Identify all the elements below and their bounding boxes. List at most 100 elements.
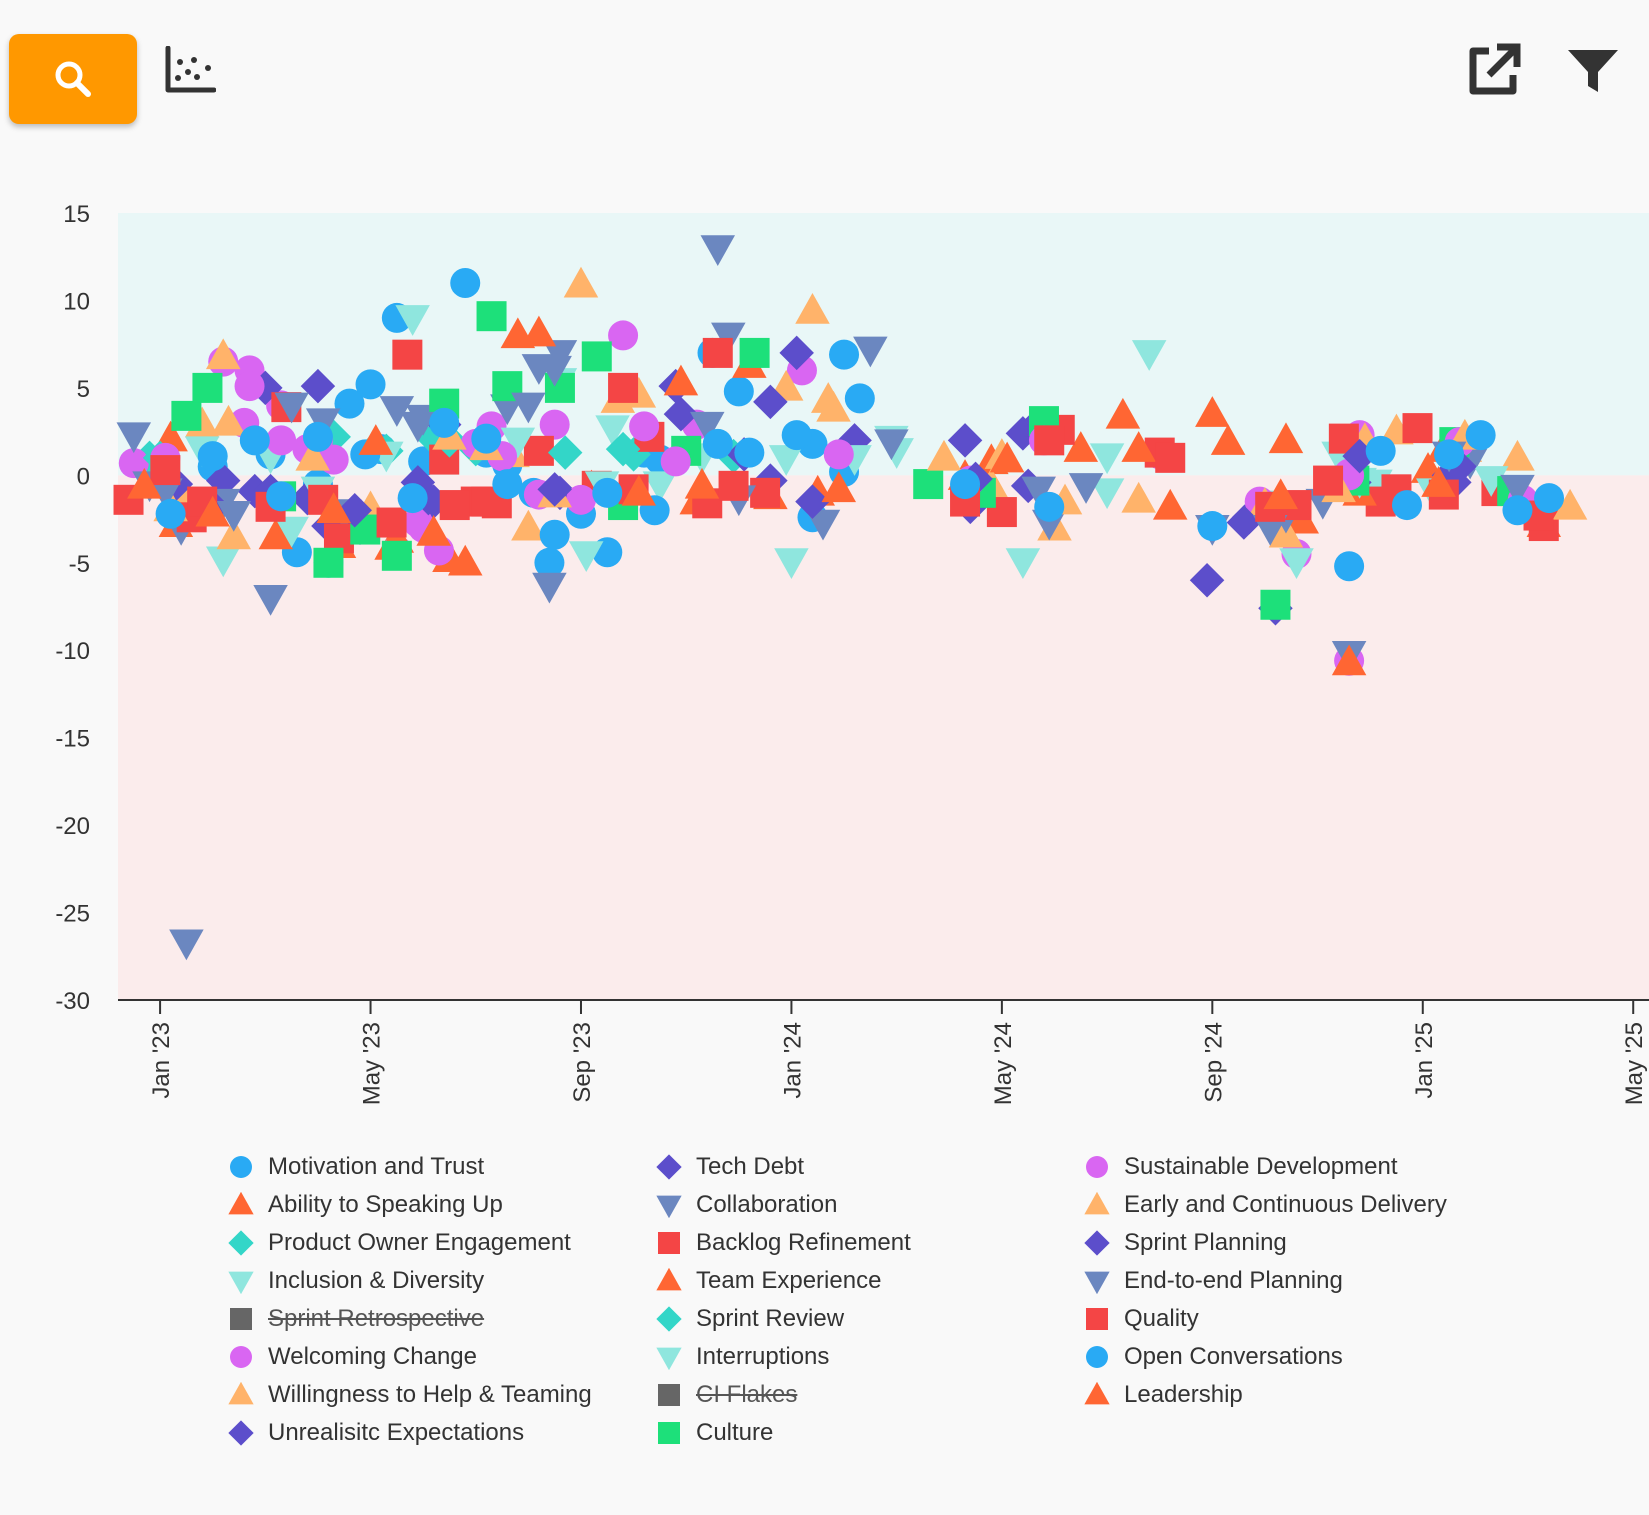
- legend-item-unrealisitc-expectations[interactable]: Unrealisitc Expectations: [228, 1414, 656, 1452]
- point-open-conversations: [1502, 495, 1532, 525]
- legend-item-team-experience[interactable]: Team Experience: [656, 1262, 1084, 1300]
- y-tick-label: -15: [55, 726, 90, 753]
- legend-label: Ability to Speaking Up: [268, 1191, 503, 1219]
- point-open-conversations: [1334, 551, 1364, 581]
- legend-item-end-to-end-planning[interactable]: End-to-end Planning: [1084, 1262, 1512, 1300]
- legend-marker-icon: [1084, 1306, 1110, 1332]
- point-open-conversations: [1366, 436, 1396, 466]
- point-open-conversations: [156, 499, 186, 529]
- legend-label: Open Conversations: [1124, 1343, 1343, 1371]
- legend-label: Team Experience: [696, 1267, 881, 1295]
- point-sustainable-development: [266, 425, 296, 455]
- point-open-conversations: [1434, 439, 1464, 469]
- point-open-conversations: [950, 469, 980, 499]
- point-motivation-and-trust: [724, 376, 754, 406]
- legend-item-sustainable-development[interactable]: Sustainable Development: [1084, 1148, 1512, 1186]
- legend-marker-icon: [1084, 1344, 1110, 1370]
- legend-item-sprint-retrospective[interactable]: Sprint Retrospective: [228, 1300, 656, 1338]
- point-culture: [313, 548, 343, 578]
- point-backlog-refinement: [392, 340, 422, 370]
- point-quality: [608, 373, 638, 403]
- legend-label: Collaboration: [696, 1191, 837, 1219]
- legend-label: Product Owner Engagement: [268, 1229, 571, 1257]
- legend-marker-icon: [1084, 1230, 1110, 1256]
- point-quality: [377, 508, 407, 538]
- point-welcoming-change: [540, 410, 570, 440]
- legend-item-inclusion-diversity[interactable]: Inclusion & Diversity: [228, 1262, 656, 1300]
- x-tick-label: May '23: [359, 1022, 386, 1105]
- legend-item-tech-debt[interactable]: Tech Debt: [656, 1148, 1084, 1186]
- y-tick-label: 15: [63, 201, 90, 228]
- legend-label: Unrealisitc Expectations: [268, 1419, 524, 1447]
- point-open-conversations: [1034, 492, 1064, 522]
- point-culture: [913, 469, 943, 499]
- legend-item-product-owner-engagement[interactable]: Product Owner Engagement: [228, 1224, 656, 1262]
- legend-marker-icon: [656, 1230, 682, 1256]
- legend-marker-icon: [228, 1154, 254, 1180]
- point-culture: [477, 301, 507, 331]
- point-culture: [582, 341, 612, 371]
- legend-item-ability-to-speaking-up[interactable]: Ability to Speaking Up: [228, 1186, 656, 1224]
- legend-label: Interruptions: [696, 1343, 829, 1371]
- legend-item-backlog-refinement[interactable]: Backlog Refinement: [656, 1224, 1084, 1262]
- legend-item-early-and-continuous-delivery[interactable]: Early and Continuous Delivery: [1084, 1186, 1512, 1224]
- open-external-icon: [1465, 43, 1521, 99]
- point-quality: [1034, 425, 1064, 455]
- x-tick-label: May '24: [990, 1022, 1017, 1105]
- point-open-conversations: [492, 469, 522, 499]
- legend-marker-icon: [656, 1344, 682, 1370]
- legend-item-sprint-planning[interactable]: Sprint Planning: [1084, 1224, 1512, 1262]
- legend-label: Culture: [696, 1419, 773, 1447]
- legend-marker-icon: [228, 1268, 254, 1294]
- y-tick-label: 5: [77, 376, 90, 403]
- legend-label: Motivation and Trust: [268, 1153, 484, 1181]
- legend-item-welcoming-change[interactable]: Welcoming Change: [228, 1338, 656, 1376]
- legend-label: Welcoming Change: [268, 1343, 477, 1371]
- legend-label: Inclusion & Diversity: [268, 1267, 484, 1295]
- legend-marker-icon: [228, 1382, 254, 1408]
- legend-marker-icon: [228, 1230, 254, 1256]
- legend-marker-icon: [228, 1420, 254, 1446]
- legend-item-open-conversations[interactable]: Open Conversations: [1084, 1338, 1512, 1376]
- legend-label: End-to-end Planning: [1124, 1267, 1343, 1295]
- scatter-plot-icon: [164, 46, 216, 94]
- point-open-conversations: [703, 429, 733, 459]
- legend-label: Quality: [1124, 1305, 1199, 1333]
- point-open-conversations: [1392, 490, 1422, 520]
- point-quality: [1313, 466, 1343, 496]
- legend-item-willingness-to-help-teaming[interactable]: Willingness to Help & Teaming: [228, 1376, 656, 1414]
- y-tick-label: -20: [55, 813, 90, 840]
- point-open-conversations: [303, 422, 333, 452]
- legend-item-motivation-and-trust[interactable]: Motivation and Trust: [228, 1148, 656, 1186]
- legend-item-sprint-review[interactable]: Sprint Review: [656, 1300, 1084, 1338]
- legend-item-leadership[interactable]: Leadership: [1084, 1376, 1512, 1414]
- legend-label: Leadership: [1124, 1381, 1243, 1409]
- y-tick-label: -10: [55, 638, 90, 665]
- legend-marker-icon: [1084, 1192, 1110, 1218]
- legend-item-quality[interactable]: Quality: [1084, 1300, 1512, 1338]
- point-sustainable-development: [824, 439, 854, 469]
- search-button[interactable]: [9, 34, 137, 124]
- legend-item-culture[interactable]: Culture: [656, 1414, 1084, 1452]
- legend-item-ci-flakes[interactable]: CI Flakes: [656, 1376, 1084, 1414]
- point-culture: [382, 541, 412, 571]
- legend-label: Backlog Refinement: [696, 1229, 911, 1257]
- y-tick-label: -30: [55, 988, 90, 1015]
- y-tick-label: -25: [55, 901, 90, 928]
- legend-item-interruptions[interactable]: Interruptions: [656, 1338, 1084, 1376]
- legend-marker-icon: [656, 1154, 682, 1180]
- scatter-plot-button[interactable]: [160, 42, 220, 98]
- point-open-conversations: [1534, 483, 1564, 513]
- point-culture: [545, 373, 575, 403]
- legend-item-collaboration[interactable]: Collaboration: [656, 1186, 1084, 1224]
- export-button[interactable]: [1460, 40, 1526, 102]
- legend-label: Early and Continuous Delivery: [1124, 1191, 1447, 1219]
- point-open-conversations: [471, 424, 501, 454]
- legend-marker-icon: [1084, 1154, 1110, 1180]
- x-tick-label: May '25: [1621, 1022, 1648, 1105]
- point-culture: [1260, 590, 1290, 620]
- point-open-conversations: [240, 425, 270, 455]
- filter-button[interactable]: [1562, 42, 1624, 100]
- point-backlog-refinement: [703, 338, 733, 368]
- point-open-conversations: [1197, 511, 1227, 541]
